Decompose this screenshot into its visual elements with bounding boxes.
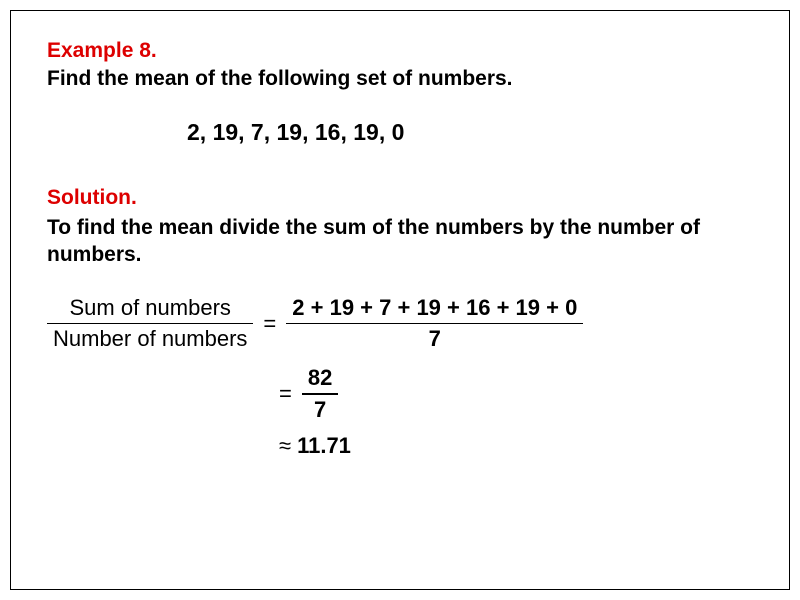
label-numerator: Sum of numbers — [64, 293, 237, 323]
example-label: Example 8. — [47, 39, 157, 62]
equation-block: Sum of numbers Number of numbers = 2 + 1… — [47, 293, 753, 460]
step2-denominator: 7 — [308, 395, 332, 425]
label-fraction: Sum of numbers Number of numbers — [47, 293, 253, 355]
step2-numerator: 82 — [302, 363, 338, 393]
example-heading: Example 8. — [47, 39, 753, 63]
approx-sign: ≈ — [269, 433, 297, 459]
step1-denominator: 7 — [423, 324, 447, 354]
example-prompt: Find the mean of the following set of nu… — [47, 67, 753, 91]
equation-row-1: Sum of numbers Number of numbers = 2 + 1… — [47, 293, 753, 355]
equation-row-3: ≈ 11.71 — [47, 433, 753, 459]
step1-fraction: 2 + 19 + 7 + 19 + 16 + 19 + 0 7 — [286, 293, 583, 355]
solution-label: Solution. — [47, 186, 753, 210]
approx-value: 11.71 — [297, 433, 351, 459]
page-frame: Example 8. Find the mean of the followin… — [10, 10, 790, 590]
solution-explanation: To find the mean divide the sum of the n… — [47, 214, 753, 269]
step1-numerator: 2 + 19 + 7 + 19 + 16 + 19 + 0 — [286, 293, 583, 323]
equals-sign: = — [269, 381, 302, 407]
equation-row-2: = 82 7 — [47, 363, 753, 425]
data-set: 2, 19, 7, 19, 16, 19, 0 — [187, 119, 753, 146]
equals-sign: = — [253, 311, 286, 337]
label-denominator: Number of numbers — [47, 324, 253, 354]
step2-fraction: 82 7 — [302, 363, 338, 425]
